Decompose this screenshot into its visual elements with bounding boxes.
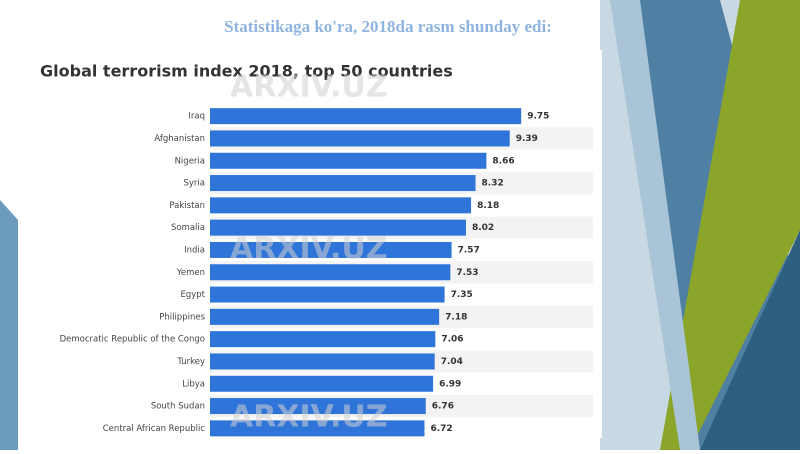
bar: [210, 108, 522, 125]
decor: [700, 230, 800, 450]
y-tick-label: Philippines: [159, 312, 205, 322]
y-tick-label: Iraq: [188, 112, 205, 122]
bar: [210, 331, 436, 348]
decor: [660, 0, 800, 450]
y-tick-label: Libya: [182, 379, 205, 389]
y-tick-label: Democratic Republic of the Congo: [60, 335, 205, 345]
watermark: ARXIV.UZ: [230, 232, 387, 267]
value-label: 7.57: [458, 245, 480, 255]
value-label: 8.32: [482, 179, 504, 189]
decor: [0, 200, 18, 450]
y-tick-label: Nigeria: [175, 156, 205, 166]
bar: [210, 241, 452, 258]
y-tick-label: Pakistan: [169, 201, 205, 211]
y-tick-label: Central African Republic: [103, 424, 206, 434]
bar: [210, 219, 466, 236]
value-label: 8.66: [492, 156, 514, 166]
bar: [210, 264, 451, 281]
value-label: 6.76: [432, 402, 454, 412]
watermark: ARXIV.UZ: [230, 70, 387, 105]
y-tick-label: Turkey: [176, 357, 205, 367]
value-label: 7.06: [441, 335, 463, 345]
bar: [210, 308, 440, 325]
y-tick-label: Syria: [184, 179, 206, 189]
bar: [210, 375, 434, 392]
value-label: 7.18: [445, 312, 467, 322]
bar: [210, 286, 445, 303]
bar: [210, 398, 426, 415]
watermark: ARXIV.UZ: [230, 400, 387, 435]
value-label: 8.02: [472, 223, 494, 233]
decor: [610, 0, 700, 450]
value-label: 6.72: [430, 424, 452, 434]
value-label: 6.99: [439, 379, 461, 389]
y-tick-label: Yemen: [176, 268, 205, 278]
bar: [210, 197, 472, 214]
plot: Iraq 9.75 Afghanistan 9.39 Nigeria 8.66 Syria 8…: [60, 108, 593, 437]
bar: [210, 130, 510, 147]
bar: [210, 353, 435, 370]
y-tick-label: Somalia: [171, 223, 205, 233]
watermarks: ARXIV.UZ ARXIV.UZ ARXIV.UZ: [230, 70, 387, 435]
value-label: 9.75: [527, 112, 549, 122]
value-label: 7.53: [456, 268, 478, 278]
bar: [210, 420, 425, 437]
y-tick-label: India: [184, 245, 205, 255]
bar: [210, 152, 487, 169]
bar: [210, 175, 476, 192]
y-tick-label: South Sudan: [151, 402, 205, 412]
y-tick-label: Afghanistan: [154, 134, 205, 144]
value-label: 8.18: [477, 201, 499, 211]
value-label: 7.35: [451, 290, 473, 300]
y-tick-label: Egypt: [180, 290, 205, 300]
chart-title: Global terrorism index 2018, top 50 coun…: [40, 62, 453, 81]
value-label: 7.04: [441, 357, 463, 367]
value-label: 9.39: [516, 134, 538, 144]
slide-heading: Statistikaga ko'ra, 2018da rasm shunday …: [224, 17, 552, 36]
